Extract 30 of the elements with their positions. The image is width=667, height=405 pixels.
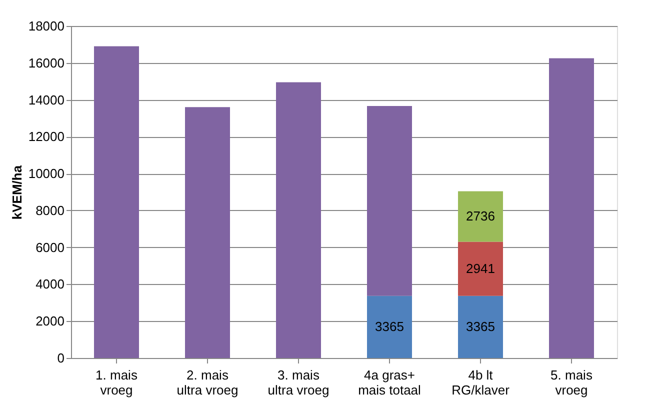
data-label: 2941 xyxy=(466,260,495,276)
y-tick-label: 8000 xyxy=(36,202,64,218)
data-label: 2736 xyxy=(466,208,495,224)
bar xyxy=(458,191,503,242)
bar xyxy=(367,296,412,358)
bar xyxy=(458,242,503,296)
y-tick-label: 0 xyxy=(57,350,64,366)
bar xyxy=(185,107,230,358)
bar xyxy=(549,58,594,358)
data-label: 3365 xyxy=(466,318,495,334)
bar xyxy=(94,46,139,358)
y-axis-title: kVEM/ha xyxy=(9,164,24,220)
y-tick-label: 12000 xyxy=(28,129,64,144)
x-tick-label: 1. mais vroeg xyxy=(96,368,138,398)
y-tick-label: 18000 xyxy=(28,18,64,34)
x-tick-label: 2. mais ultra vroeg xyxy=(176,368,238,398)
bar xyxy=(367,106,412,296)
y-tick-label: 10000 xyxy=(28,166,64,182)
y-tick-label: 4000 xyxy=(36,276,64,292)
bar xyxy=(458,296,503,358)
data-label: 3365 xyxy=(375,318,404,334)
bar xyxy=(276,82,321,358)
x-tick-label: 4a gras+ mais totaal xyxy=(358,368,422,398)
y-tick-label: 2000 xyxy=(36,314,64,329)
x-tick-label: 3. mais ultra vroeg xyxy=(268,368,330,398)
y-tick-label: 14000 xyxy=(28,92,64,108)
x-tick-label: 4b lt RG/klaver xyxy=(452,368,510,398)
x-tick-label: 5. mais vroeg xyxy=(550,368,593,398)
y-tick-label: 16000 xyxy=(28,55,64,70)
y-tick-label: 6000 xyxy=(36,240,64,255)
